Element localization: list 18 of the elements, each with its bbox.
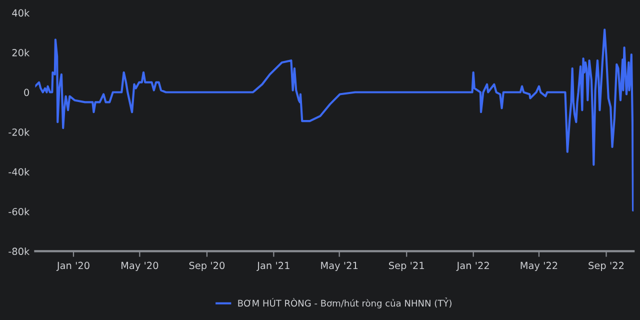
x-tick-label: May '22 [520,262,558,272]
y-tick-label: -80k [8,248,30,256]
x-tick-label: Sep '20 [189,262,225,272]
x-tick-label: Sep '22 [588,262,624,272]
line-series [35,28,634,212]
x-tick-label: May '20 [122,262,158,272]
y-tick-label: 0 [24,88,29,96]
legend-label: BƠM HÚT RÒNG - Bơm/hút ròng của NHNN (TỶ) [238,297,452,308]
x-tick-label: Sep '21 [389,262,424,272]
x-tick-label: Jan '22 [456,262,489,271]
x-tick-label: Jan '21 [256,262,290,271]
y-tick-label: 40k [12,9,30,17]
y-tick-label: 20k [12,48,30,56]
y-tick-label: -40k [8,168,30,176]
x-tick-label: Jan '20 [56,262,90,271]
y-tick-label: -60k [8,208,30,216]
y-tick-label: -20k [8,128,30,136]
x-tick-label: May '21 [321,262,358,272]
